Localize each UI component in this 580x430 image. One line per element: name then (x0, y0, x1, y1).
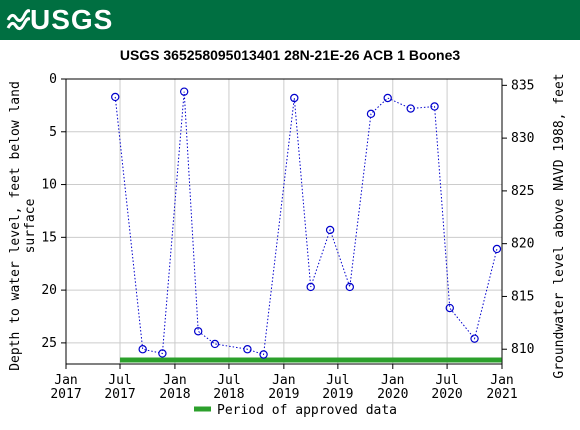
axes: 0510152025835830825820815810Jan2017Jul20… (41, 72, 534, 402)
y-left-tick-label: 0 (49, 72, 57, 87)
data-point (179, 87, 189, 96)
x-tick-label-month: Jan (381, 373, 404, 388)
legend: Period of approved data (194, 403, 397, 418)
y-right-tick-label: 815 (511, 289, 534, 304)
data-point (406, 104, 415, 113)
x-tick-label-month: Jul (435, 373, 458, 388)
usgs-banner: USGS (0, 0, 580, 40)
data-point (243, 345, 252, 354)
x-tick-label-year: 2017 (50, 387, 81, 402)
data-point (290, 93, 299, 103)
data-series (111, 87, 502, 363)
x-tick-label-year: 2019 (322, 387, 353, 402)
data-point (470, 334, 479, 343)
y-axis-left-label-line2: surface (23, 198, 38, 253)
data-point (158, 349, 167, 358)
data-point (138, 345, 147, 354)
x-tick-label-month: Jul (326, 373, 349, 388)
series-line (114, 91, 498, 356)
data-point (325, 225, 335, 235)
x-tick-label-year: 2020 (377, 387, 408, 402)
x-tick-label-month: Jul (217, 373, 240, 388)
y-right-tick-label: 820 (511, 237, 534, 252)
y-left-tick-label: 15 (41, 230, 57, 245)
x-tick-label-year: 2018 (159, 387, 190, 402)
x-tick-label-month: Jan (272, 373, 295, 388)
y-left-tick-label: 5 (49, 125, 57, 140)
y-axis-right-label: Groundwater level above NAVD 1988, feet (552, 73, 567, 378)
y-left-tick-label: 25 (41, 336, 57, 351)
x-tick-label-month: Jan (163, 373, 186, 388)
legend-approved-label: Period of approved data (217, 403, 397, 418)
data-point (366, 109, 376, 119)
y-right-tick-label: 835 (511, 78, 534, 93)
usgs-wave-icon (6, 9, 30, 31)
x-tick-label-year: 2017 (104, 387, 135, 402)
data-point (445, 303, 454, 313)
y-right-tick-label: 825 (511, 184, 534, 199)
x-tick-label-month: Jan (490, 373, 513, 388)
data-point (194, 327, 203, 336)
y-left-tick-label: 20 (41, 283, 57, 298)
data-point (111, 92, 120, 102)
x-tick-label-year: 2019 (268, 387, 299, 402)
y-left-tick-label: 10 (41, 178, 57, 193)
x-tick-label-year: 2018 (213, 387, 244, 402)
x-tick-label-month: Jul (108, 373, 131, 388)
data-point (383, 93, 392, 103)
x-tick-label-year: 2020 (431, 387, 462, 402)
data-point (492, 244, 502, 254)
grid (66, 78, 502, 364)
data-point (306, 282, 315, 292)
data-point (259, 350, 268, 359)
data-point (430, 102, 439, 111)
x-tick-label-year: 2021 (486, 387, 517, 402)
y-axis-left-label-line1: Depth to water level, feet below land (8, 81, 23, 371)
y-right-tick-label: 830 (511, 131, 534, 146)
usgs-logo-text: USGS (30, 4, 114, 35)
chart-title: USGS 365258095013401 28N-21E-26 ACB 1 Bo… (120, 47, 461, 63)
data-point (345, 282, 355, 292)
y-right-tick-label: 810 (511, 342, 534, 357)
data-point (210, 339, 220, 349)
x-tick-label-month: Jan (54, 373, 77, 388)
